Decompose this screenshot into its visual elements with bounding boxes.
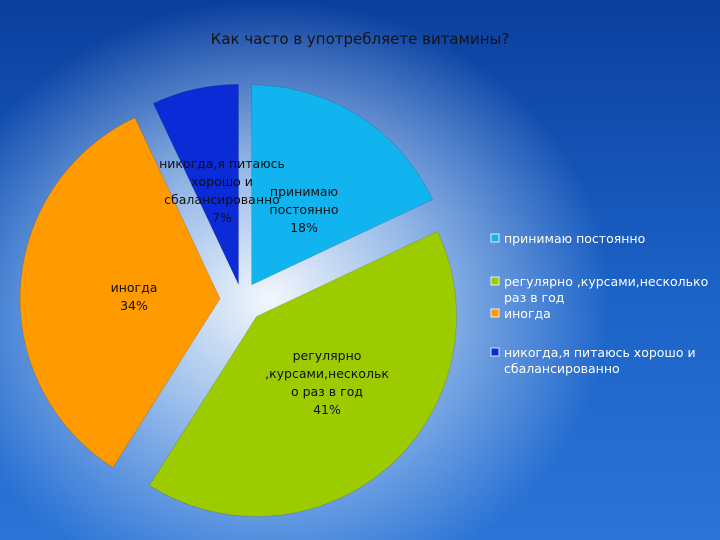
- legend-swatch: [490, 347, 500, 357]
- data-label-1: принимаю постоянно 18%: [269, 184, 338, 235]
- legend: принимаю постоянно регулярно ,курсами,нес…: [490, 231, 708, 376]
- data-label-2: регулярно ,курсами,нескольк о раз в год 41%: [265, 348, 389, 417]
- legend-swatch: [490, 308, 500, 318]
- legend-item-1: принимаю постоянно: [490, 231, 645, 246]
- pie-slice-1: [251, 84, 434, 286]
- chart-title: Как часто в употребляете витамины?: [211, 30, 510, 48]
- legend-swatch: [490, 276, 500, 286]
- legend-item-4: никогда,я питаюсь хорошо и сбалансированн…: [490, 345, 696, 376]
- data-label-3: иногда 34%: [111, 280, 158, 313]
- legend-item-2: регулярно ,курсами,несколько раз в год: [490, 274, 708, 305]
- pie-slice-4: [152, 83, 239, 285]
- legend-item-3: иногда: [490, 306, 551, 321]
- legend-label: регулярно ,курсами,несколько раз в год: [504, 274, 708, 305]
- legend-label: никогда,я питаюсь хорошо и сбалансированн…: [504, 345, 696, 376]
- legend-swatch: [490, 233, 500, 243]
- legend-label: иногда: [504, 306, 551, 321]
- pie-slices: [19, 83, 457, 517]
- pie-slice-3: [19, 117, 221, 469]
- pie-slice-2: [148, 230, 457, 517]
- data-labels: принимаю постоянно 18% регулярно ,курсами,не…: [111, 156, 390, 417]
- legend-label: принимаю постоянно: [504, 231, 645, 246]
- data-label-4: никогда,я питаюсь хорошо и сбалансированно…: [159, 156, 285, 225]
